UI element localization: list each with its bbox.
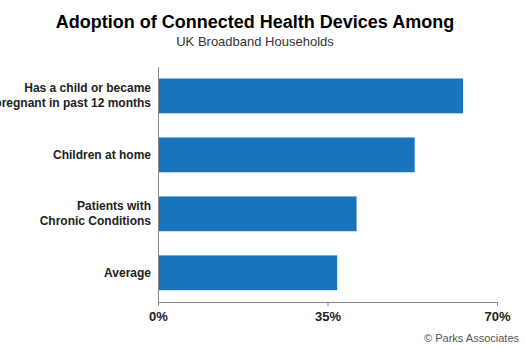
title: Adoption of Connected Health Devices Amo…: [56, 12, 454, 32]
tick-label: Children at home: [53, 148, 151, 162]
tick-label-line: Average: [104, 266, 151, 280]
bar: [158, 255, 337, 290]
tick-label: Patients withChronic Conditions: [40, 199, 152, 228]
tick-label-line: Children at home: [53, 148, 151, 162]
tick: 35%: [315, 302, 341, 324]
tick: Patients withChronic Conditions: [40, 199, 152, 228]
tick: Average: [104, 266, 151, 280]
tick-label-line: pregnant in past 12 months: [0, 96, 151, 110]
tick-mark: [497, 302, 498, 306]
axis-line: [158, 67, 159, 302]
tick: Children at home: [53, 148, 151, 162]
tick: 70%: [484, 302, 510, 324]
bar: [158, 137, 415, 172]
tick-label-line: Patients with: [77, 199, 151, 213]
x-axis: 0% 35% 70%: [149, 302, 511, 324]
bars: [158, 78, 463, 290]
bar: [158, 196, 357, 231]
tick-label: 70%: [484, 309, 510, 324]
tick-label: 0%: [149, 309, 168, 324]
tick-label: 35%: [315, 309, 341, 324]
y-axis: Has a child or becamepregnant in past 12…: [0, 67, 159, 302]
tick: 0%: [149, 302, 168, 324]
tick-label-line: Chronic Conditions: [40, 214, 152, 228]
tick-label: Has a child or becamepregnant in past 12…: [0, 81, 151, 110]
bar: [158, 78, 463, 113]
tick-label: Average: [104, 266, 151, 280]
tick-mark: [158, 302, 159, 306]
chart: Adoption of Connected Health Devices Amo…: [0, 0, 525, 350]
tick-mark: [328, 302, 329, 306]
axis-line: [159, 303, 498, 307]
tick: Has a child or becamepregnant in past 12…: [0, 81, 151, 110]
subtitle: UK Broadband Households: [176, 34, 334, 49]
tick-label-line: Has a child or became: [24, 81, 151, 95]
annotation: © Parks Associates: [424, 332, 519, 344]
